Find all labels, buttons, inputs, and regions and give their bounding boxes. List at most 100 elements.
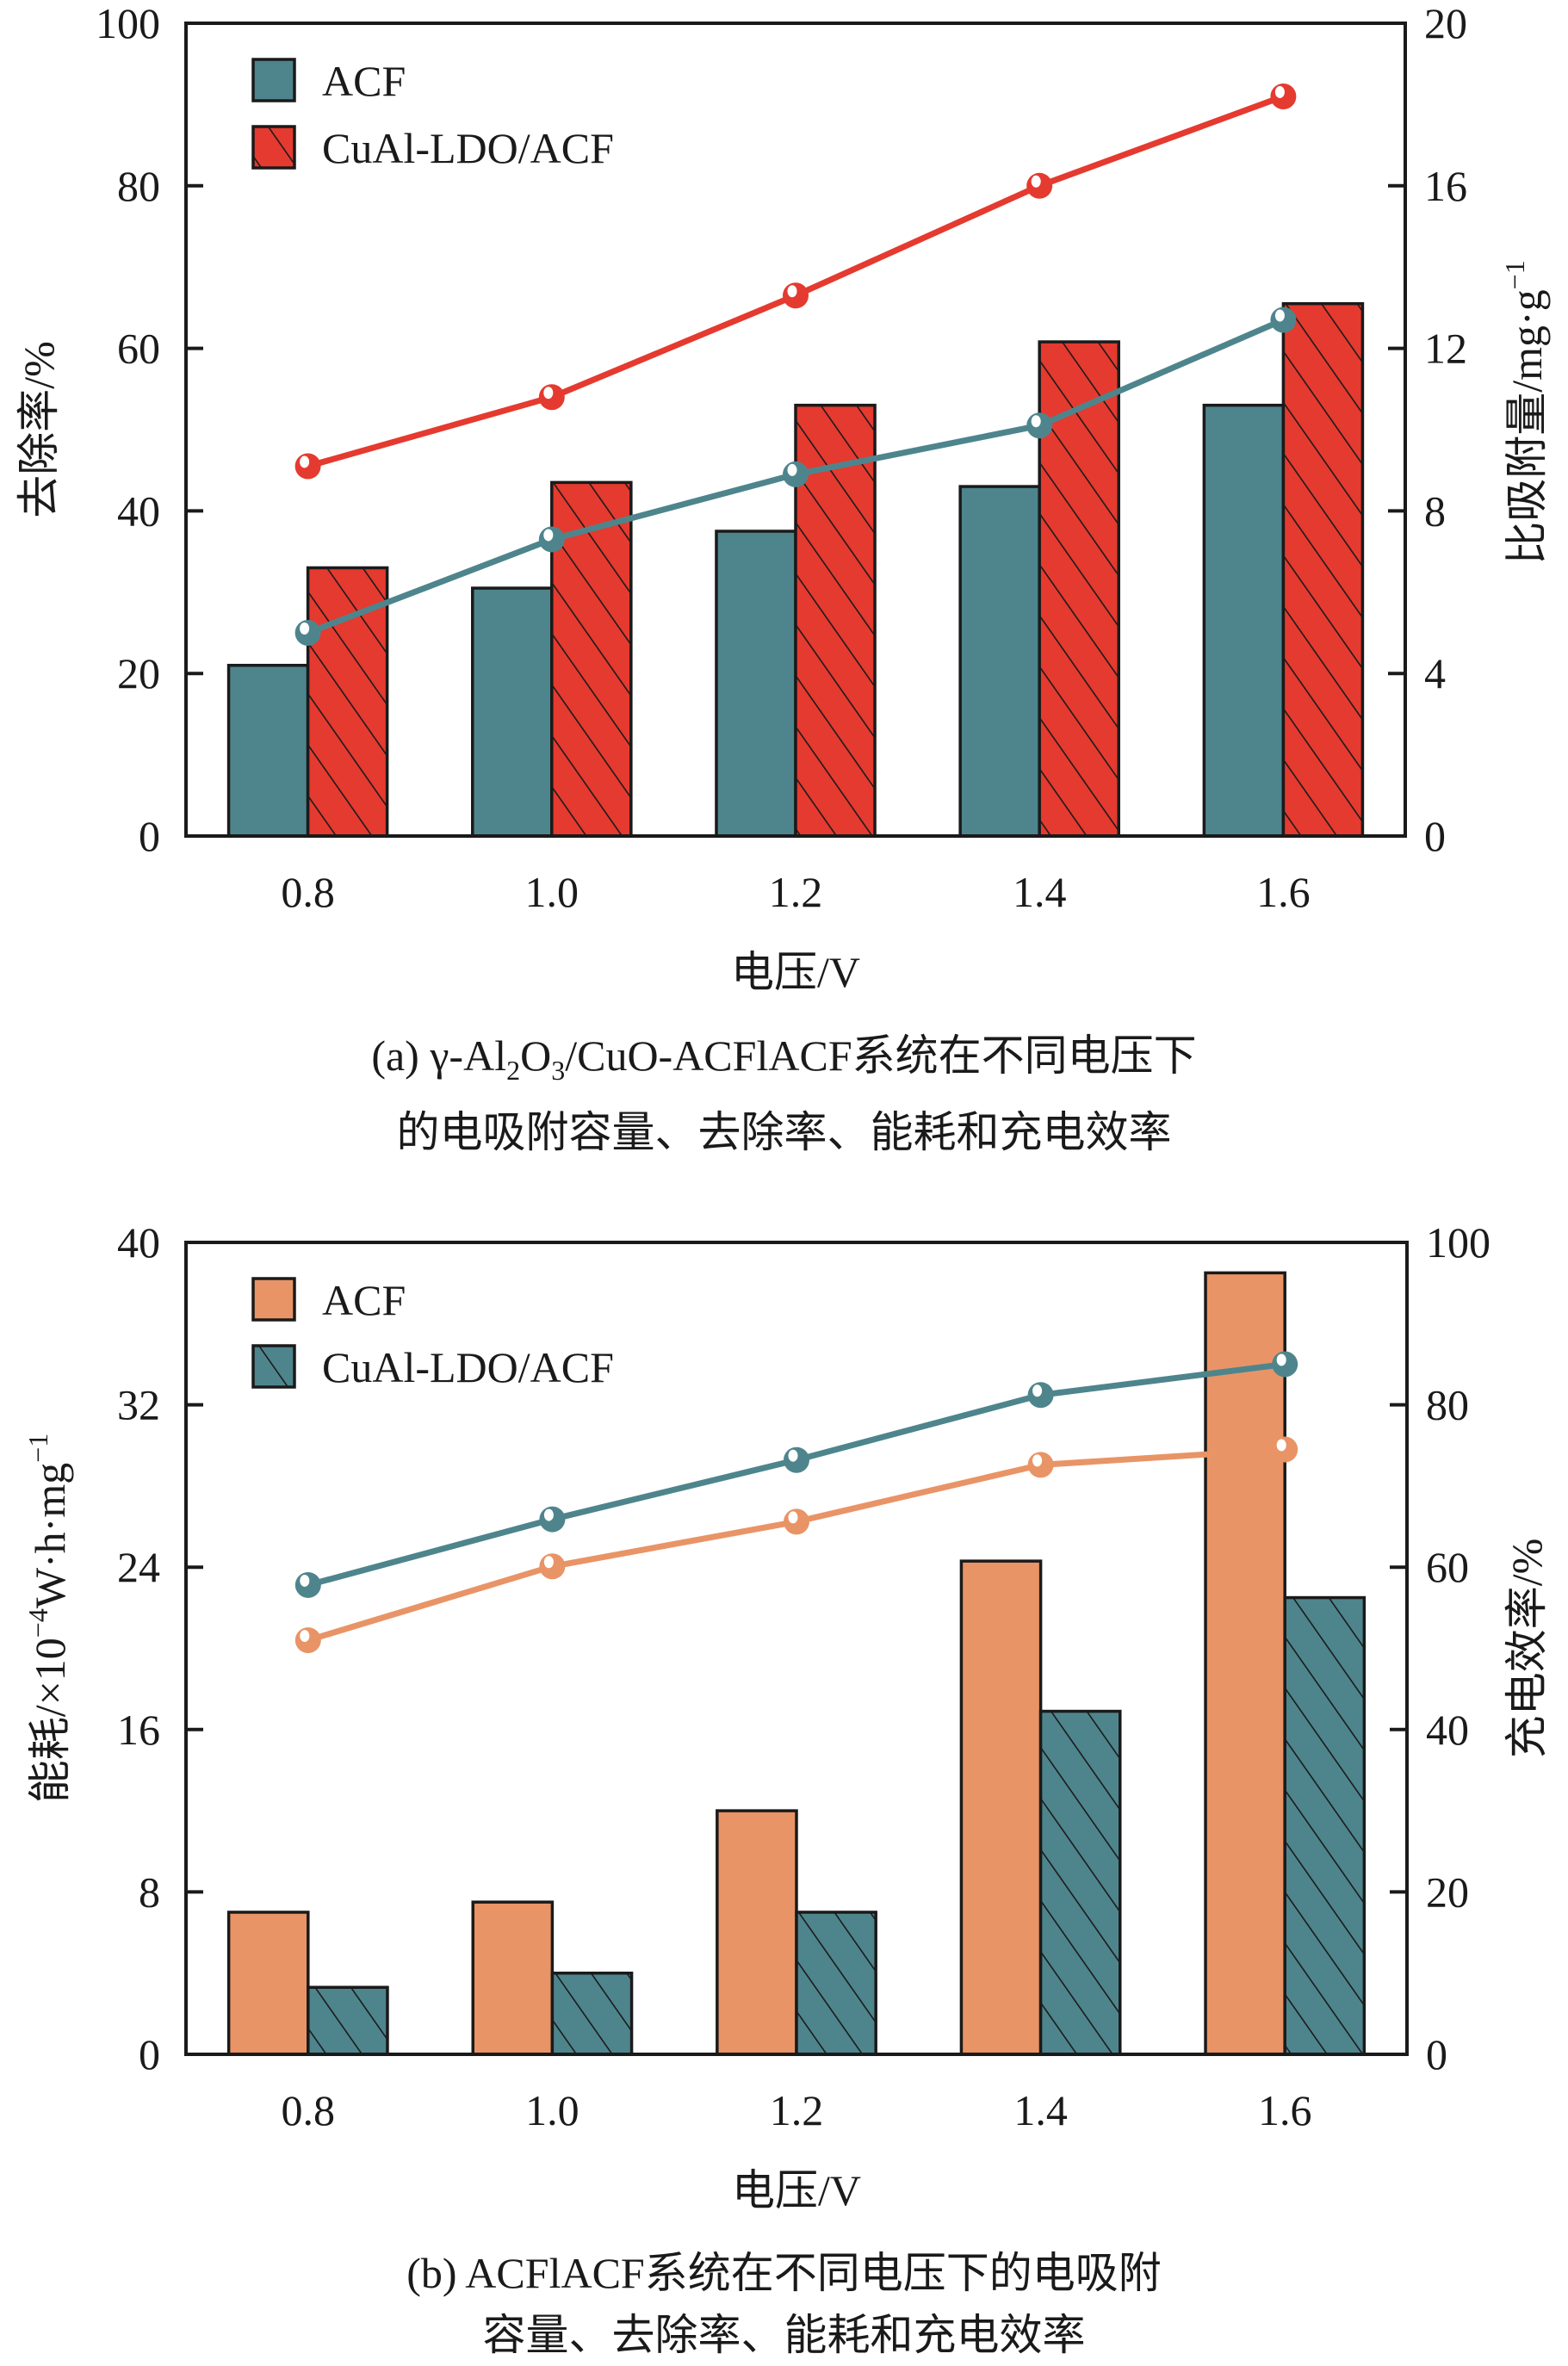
- right-tick-label: 60: [1426, 1543, 1469, 1591]
- marker-highlight: [1276, 1439, 1286, 1452]
- marker: [1272, 1436, 1298, 1463]
- marker-highlight: [300, 622, 310, 635]
- line-point-1.2: [784, 1508, 809, 1535]
- left-tick-label: 100: [96, 0, 160, 47]
- line-point-1.2: [783, 282, 809, 309]
- left-tick-label: 60: [117, 325, 160, 373]
- marker-highlight: [1274, 309, 1285, 322]
- figure-b: 0 8 16 24 32 40 0 20 40 60 80 100 0.8 1.0 1.2 1.4 1.6 电压/…: [0, 1181, 1568, 2363]
- line-point-1.0: [539, 1553, 566, 1580]
- x-tick-label: 0.8: [281, 868, 335, 916]
- line-point-0.8: [294, 1571, 321, 1598]
- marker: [1027, 1452, 1054, 1478]
- x-tick-label: 1.4: [1013, 868, 1067, 916]
- bar-acf-1.2: [715, 530, 797, 838]
- line-point-1.2: [783, 461, 809, 487]
- legend-swatch: [251, 58, 296, 102]
- left-tick-label: 24: [117, 1543, 160, 1591]
- bar-acf-0.8: [226, 664, 310, 838]
- bar-acf-1.4: [958, 485, 1041, 838]
- marker: [538, 384, 565, 411]
- marker-highlight: [1274, 85, 1285, 98]
- left-tick-label: 16: [117, 1706, 160, 1754]
- marker-highlight: [300, 455, 310, 468]
- caption-a-sub-1: 2: [506, 1055, 521, 1086]
- legend-swatch: [251, 1277, 296, 1322]
- right-tick-label: 0: [1424, 812, 1446, 860]
- marker: [1026, 412, 1053, 439]
- legend-label: CuAl-LDO/ACF: [322, 124, 614, 172]
- line-point-1.0: [539, 1506, 566, 1533]
- caption-a-line-2: 的电吸附容量、去除率、能耗和充电效率: [396, 1108, 1172, 1156]
- line-point-0.8: [294, 453, 321, 480]
- bar-acf-1.0: [471, 586, 554, 838]
- marker: [539, 1553, 566, 1580]
- left-axis-title-sup-1: −4: [22, 1608, 53, 1638]
- chart-a: 0 20 40 60 80 100 0 4 8 12 16 20 0.8 1.0 1.2 1.4 1.6 电压/V…: [15, 0, 1551, 996]
- marker: [1270, 307, 1297, 333]
- left-tick-label: 20: [117, 649, 160, 697]
- marker-highlight: [788, 1511, 798, 1524]
- plot-frame: [184, 1241, 1409, 2056]
- marker-highlight: [543, 1508, 554, 1521]
- x-axis-title: 电压/V: [732, 2166, 861, 2214]
- line-point-1.0: [538, 526, 565, 553]
- line-point-1.4: [1026, 412, 1053, 439]
- left-tick-label: 0: [139, 812, 160, 860]
- left-tick-label: 32: [117, 1381, 160, 1429]
- marker: [294, 1627, 321, 1654]
- left-tick-label: 8: [139, 1867, 160, 1916]
- marker: [1270, 83, 1297, 109]
- marker-highlight: [543, 387, 554, 399]
- marker: [1027, 1382, 1054, 1409]
- bar-cual-ldo-acf-1.6: [1281, 301, 1365, 838]
- x-tick-label: 1.4: [1013, 2086, 1068, 2134]
- right-tick-label: 8: [1424, 486, 1446, 535]
- x-tick-label: 0.8: [282, 2086, 336, 2134]
- left-axis-title-main: 能耗/×10: [26, 1638, 74, 1803]
- marker: [784, 1508, 809, 1535]
- left-tick-label: 80: [117, 162, 160, 210]
- bars-a: [226, 301, 1365, 838]
- x-tick-label: 1.0: [525, 868, 579, 916]
- right-tick-label: 16: [1424, 162, 1467, 210]
- right-tick-label: 80: [1426, 1381, 1469, 1429]
- caption-a-prefix: (a) γ-Al: [371, 1031, 507, 1080]
- left-tick-label: 0: [139, 2030, 160, 2078]
- bar-acf-1.4: [959, 1559, 1043, 2056]
- line-point-0.8: [294, 1627, 321, 1654]
- caption-b-line-2: 容量、去除率、能耗和充电效率: [482, 2311, 1086, 2359]
- legend-swatch: [251, 125, 296, 170]
- left-axis-title: 去除率/%: [15, 341, 63, 518]
- line-point-1.2: [784, 1446, 809, 1473]
- right-axis-title-main: 比吸附量/mg·g: [1503, 289, 1551, 564]
- marker: [1026, 172, 1053, 199]
- marker: [294, 453, 321, 480]
- marker: [539, 1506, 566, 1533]
- marker-highlight: [787, 285, 797, 298]
- right-axis-title-sup: −1: [1499, 260, 1530, 289]
- right-tick-label: 40: [1426, 1706, 1469, 1754]
- line-path: [307, 1360, 1286, 1589]
- marker: [538, 526, 565, 553]
- legend-item-acf: ACF: [251, 57, 406, 105]
- right-tick-label: 20: [1424, 0, 1467, 47]
- legend-swatch: [251, 1344, 296, 1389]
- x-axis-title: 电压/V: [731, 948, 860, 996]
- bar-acf-1.6: [1202, 403, 1286, 838]
- marker-highlight: [300, 1574, 310, 1587]
- marker-highlight: [543, 529, 554, 542]
- marker: [294, 620, 321, 646]
- bar-cual-ldo-acf-1.4: [1038, 1709, 1122, 2056]
- right-tick-label: 20: [1426, 1867, 1469, 1916]
- left-tick-label: 40: [117, 486, 160, 535]
- caption-a-line-1: (a) γ-Al2O3/CuO-ACFlACF系统在不同电压下: [0, 1025, 1568, 1101]
- bar-acf-1.6: [1204, 1271, 1286, 2056]
- x-tick-label: 1.2: [769, 868, 823, 916]
- line-point-1.6: [1270, 83, 1297, 109]
- chart-b: 0 8 16 24 32 40 0 20 40 60 80 100 0.8 1.0 1.2 1.4 1.6 电压/…: [22, 1218, 1551, 2214]
- right-axis-title: 充电效率/%: [1503, 1539, 1551, 1759]
- bar-acf-1.0: [471, 1900, 555, 2056]
- line-point-1.4: [1026, 172, 1053, 199]
- right-tick-label: 0: [1426, 2030, 1447, 2078]
